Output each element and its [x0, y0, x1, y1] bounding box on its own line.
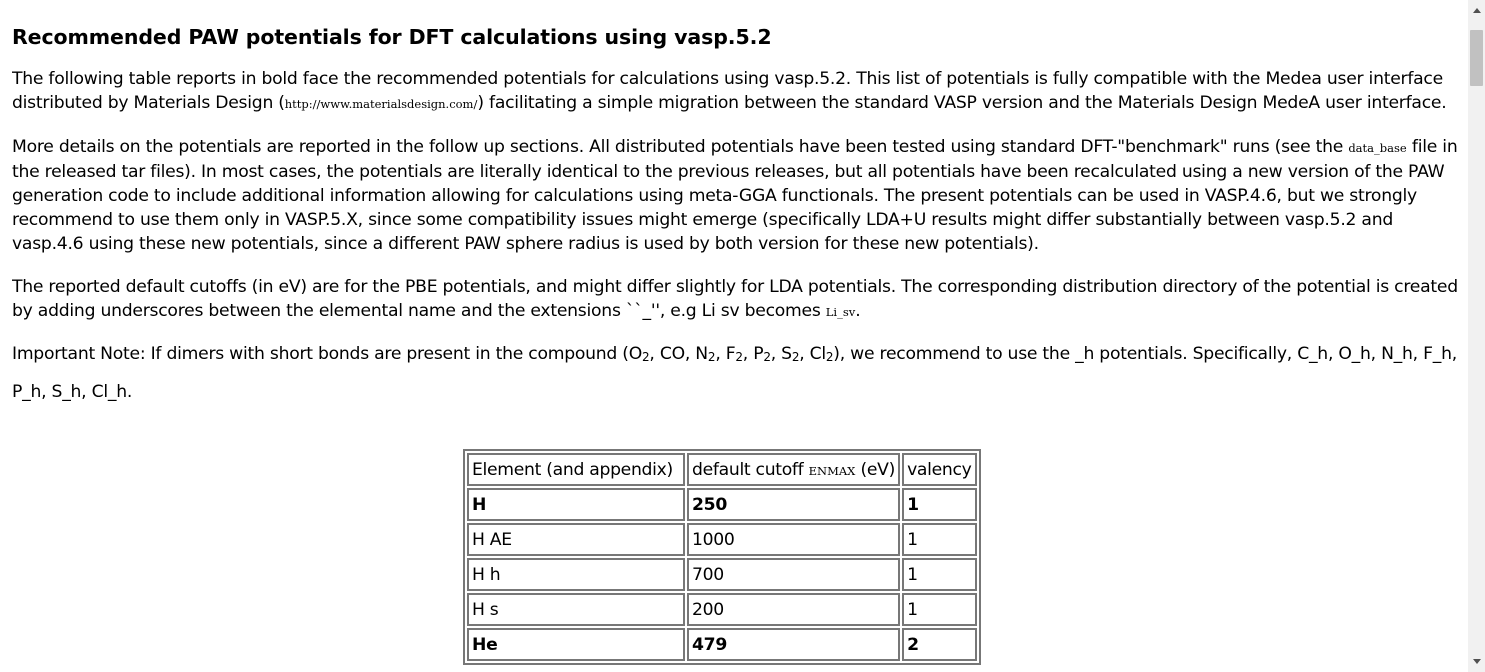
table-header-row: Element (and appendix) default cutoff EN… — [467, 453, 977, 486]
cell-element: H h — [467, 558, 685, 591]
document-body: Recommended PAW potentials for DFT calcu… — [12, 0, 1460, 672]
table-row: H h 700 1 — [467, 558, 977, 591]
page-title: Recommended PAW potentials for DFT calcu… — [12, 25, 772, 49]
scroll-down-arrow-icon[interactable] — [1468, 653, 1485, 670]
cell-element: H s — [467, 593, 685, 626]
table-row: H AE 1000 1 — [467, 523, 977, 556]
cell-valency: 1 — [902, 523, 977, 556]
cell-cutoff: 250 — [687, 488, 901, 521]
header-cutoff: default cutoff ENMAX (eV) — [687, 453, 901, 486]
table-row: H 250 1 — [467, 488, 977, 521]
data-base-code: data_base — [1348, 141, 1407, 155]
header-valency: valency — [902, 453, 977, 486]
cell-valency: 1 — [902, 593, 977, 626]
intro-paragraph: The following table reports in bold face… — [12, 69, 1447, 113]
table-row: H s 200 1 — [467, 593, 977, 626]
cell-element: H AE — [467, 523, 685, 556]
potentials-table: Element (and appendix) default cutoff EN… — [463, 449, 981, 665]
vertical-scrollbar[interactable] — [1468, 0, 1485, 672]
cell-valency: 2 — [902, 628, 977, 661]
cell-valency: 1 — [902, 558, 977, 591]
cell-valency: 1 — [902, 488, 977, 521]
important-note: Important Note: If dimers with short bon… — [12, 344, 1457, 402]
cell-cutoff: 479 — [687, 628, 901, 661]
materialsdesign-url[interactable]: http://www.materialsdesign.com/ — [284, 97, 478, 111]
scroll-thumb[interactable] — [1470, 30, 1483, 86]
header-element: Element (and appendix) — [467, 453, 685, 486]
table-body: H 250 1 H AE 1000 1 H h 700 1 H s 200 1 He 479 2 — [467, 488, 977, 661]
cell-cutoff: 1000 — [687, 523, 901, 556]
cell-cutoff: 700 — [687, 558, 901, 591]
scroll-up-arrow-icon[interactable] — [1468, 2, 1485, 19]
cell-element: H — [467, 488, 685, 521]
table-row: He 479 2 — [467, 628, 977, 661]
cell-cutoff: 200 — [687, 593, 901, 626]
details-paragraph: More details on the potentials are repor… — [12, 137, 1458, 254]
potentials-table-container: Element (and appendix) default cutoff EN… — [463, 449, 981, 665]
cutoff-paragraph: The reported default cutoffs (in eV) are… — [12, 277, 1458, 321]
li-sv-code: Li_sv — [825, 305, 856, 319]
cell-element: He — [467, 628, 685, 661]
